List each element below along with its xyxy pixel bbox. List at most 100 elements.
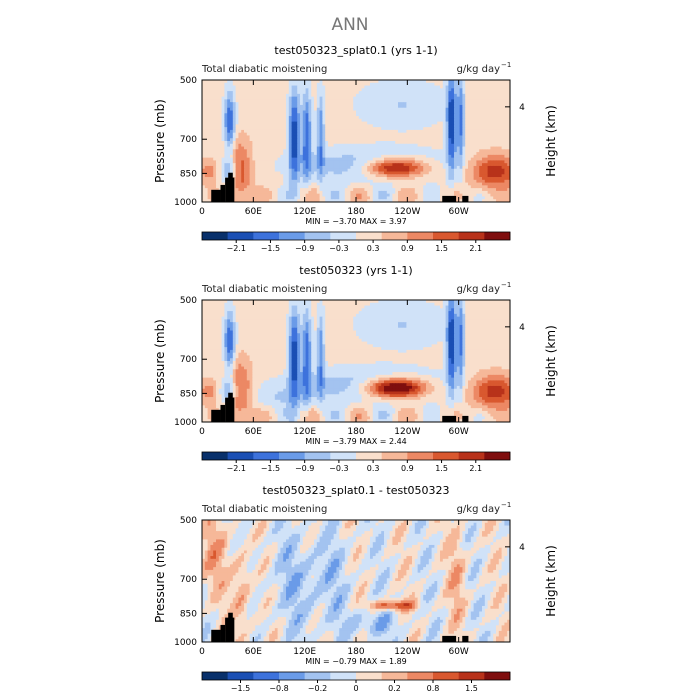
colorbar-segment xyxy=(484,232,511,240)
colorbar-segment xyxy=(253,232,280,240)
colorbar-segment xyxy=(381,232,408,240)
y2-axis-label: Height (km) xyxy=(544,545,558,616)
colorbar-segment xyxy=(356,232,382,240)
colorbar-segment xyxy=(356,672,382,680)
colorbar-segment xyxy=(227,672,254,680)
y-tick-label: 1000 xyxy=(174,418,197,428)
colorbar-label: 1.5 xyxy=(435,244,448,253)
x-tick-label: 60W xyxy=(448,647,468,657)
panel-3: test050323_splat0.1 - test050323 Total di… xyxy=(153,484,558,693)
x-tick-label: 180 xyxy=(347,647,364,657)
topography-mask xyxy=(211,172,469,202)
colorbar-segment xyxy=(330,232,357,240)
panel-1: test050323_splat0.1 (yrs 1-1) Total diaba… xyxy=(153,44,558,253)
x-tick-label: 0 xyxy=(199,427,205,437)
colorbar-segment xyxy=(407,232,434,240)
panel-units-exponent: −1 xyxy=(501,281,511,289)
x-tick-label: 120E xyxy=(293,207,316,217)
colorbar-segment xyxy=(356,452,382,460)
colorbar-label: −0.9 xyxy=(295,244,314,253)
x-tick-label: 0 xyxy=(199,207,205,217)
heatmap-field xyxy=(202,80,511,203)
x-tick-label: 120W xyxy=(394,427,420,437)
y-tick-label: 850 xyxy=(180,389,197,399)
y-axis-label: Pressure (mb) xyxy=(153,319,167,403)
colorbar-segment xyxy=(381,672,408,680)
colorbar-segment xyxy=(253,452,280,460)
colorbar-segment xyxy=(433,232,459,240)
topography-mask xyxy=(211,612,469,642)
x-tick-label: 60E xyxy=(245,427,262,437)
colorbar-segment xyxy=(279,232,305,240)
panel-units-label: g/kg day xyxy=(457,284,501,295)
colorbar-label: 0.9 xyxy=(401,464,414,473)
x-tick-label: 120W xyxy=(394,207,420,217)
y2-tick-label: 4 xyxy=(519,543,525,553)
y-axis-label: Pressure (mb) xyxy=(153,539,167,623)
colorbar-segment xyxy=(304,672,331,680)
colorbar-label: −1.5 xyxy=(261,244,280,253)
colorbar-label: 0.2 xyxy=(388,684,401,693)
colorbar-segment xyxy=(202,452,228,460)
x-tick-label: 60W xyxy=(448,427,468,437)
colorbar-label: 0.3 xyxy=(367,244,380,253)
colorbar: −2.1 −1.5 −0.9 −0.3 0.3 0.9 1.5 2.1 xyxy=(201,451,511,473)
colorbar-label: −0.3 xyxy=(329,464,348,473)
colorbar: −2.1 −1.5 −0.9 −0.3 0.3 0.9 1.5 2.1 xyxy=(201,231,511,253)
x-tick-label: 60W xyxy=(448,207,468,217)
colorbar-label: 2.1 xyxy=(469,244,482,253)
colorbar-segment xyxy=(279,672,305,680)
colorbar-segment xyxy=(304,452,331,460)
x-tick-label: 60E xyxy=(245,207,262,217)
x-tick-label: 0 xyxy=(199,647,205,657)
colorbar-label: −2.1 xyxy=(227,244,246,253)
y-tick-label: 500 xyxy=(180,296,197,306)
colorbar-label: −0.2 xyxy=(308,684,327,693)
y-tick-label: 850 xyxy=(180,609,197,619)
panel-title: test050323_splat0.1 - test050323 xyxy=(262,484,449,497)
y2-tick-label: 4 xyxy=(519,323,525,333)
colorbar-label: 2.1 xyxy=(469,464,482,473)
x-tick-label: 120E xyxy=(293,427,316,437)
x-tick-label: 180 xyxy=(347,427,364,437)
colorbar-segment xyxy=(458,672,485,680)
x-tick-label: 120E xyxy=(293,647,316,657)
panel-left-label: Total diabatic moistening xyxy=(201,64,327,75)
colorbar-segment xyxy=(304,232,331,240)
colorbar-segment xyxy=(202,232,228,240)
colorbar-label: 0.3 xyxy=(367,464,380,473)
y-tick-label: 1000 xyxy=(174,638,197,648)
panel-2: test050323 (yrs 1-1) Total diabatic moist… xyxy=(153,264,558,473)
colorbar-label: −0.3 xyxy=(329,244,348,253)
colorbar-label: −1.5 xyxy=(231,684,250,693)
x-tick-label: 180 xyxy=(347,207,364,217)
colorbar-segment xyxy=(227,452,254,460)
colorbar-label: −0.9 xyxy=(295,464,314,473)
heatmap-field xyxy=(202,300,511,423)
colorbar-label: 0.9 xyxy=(401,244,414,253)
y-tick-label: 700 xyxy=(180,575,197,585)
x-tick-label: 60E xyxy=(245,647,262,657)
colorbar-label: 0.8 xyxy=(427,684,440,693)
figure-title: ANN xyxy=(331,15,368,35)
y-tick-label: 700 xyxy=(180,355,197,365)
colorbar-segment xyxy=(484,672,511,680)
colorbar-segment xyxy=(484,452,511,460)
topography-mask xyxy=(211,392,469,422)
panel-units-exponent: −1 xyxy=(501,61,511,69)
min-max-readout: MIN = −3.70 MAX = 3.97 xyxy=(305,217,407,226)
colorbar-segment xyxy=(458,232,485,240)
y2-axis-label: Height (km) xyxy=(544,325,558,396)
colorbar-segment xyxy=(330,672,357,680)
colorbar-label: 1.5 xyxy=(465,684,478,693)
y-tick-label: 500 xyxy=(180,76,197,86)
colorbar-label: −2.1 xyxy=(227,464,246,473)
panel-title: test050323 (yrs 1-1) xyxy=(299,264,412,277)
panel-left-label: Total diabatic moistening xyxy=(201,504,327,515)
colorbar-label: −0.8 xyxy=(269,684,288,693)
colorbar-segment xyxy=(381,452,408,460)
colorbar-segment xyxy=(330,452,357,460)
y-tick-label: 700 xyxy=(180,135,197,145)
heatmap-field xyxy=(202,520,511,643)
